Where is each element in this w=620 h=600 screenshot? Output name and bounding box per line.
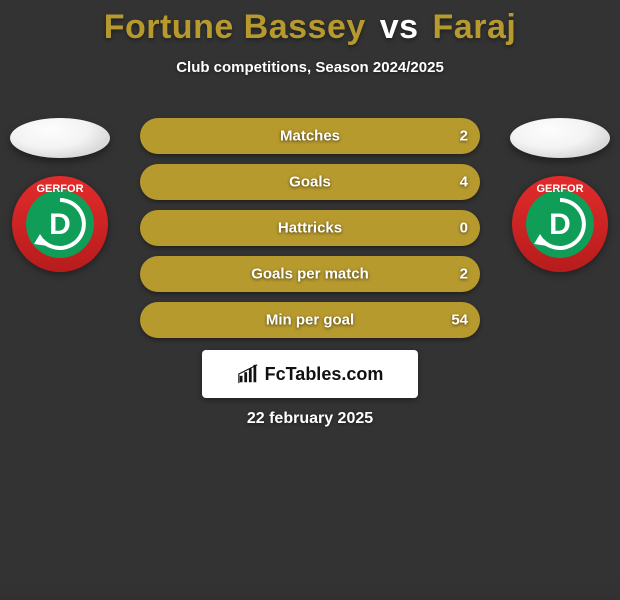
player1-avatar: GERFOR D — [5, 118, 115, 274]
stat-value-right: 2 — [460, 266, 468, 283]
svg-text:D: D — [549, 208, 571, 241]
club-badge-icon: GERFOR D — [10, 174, 110, 274]
player1-name: Fortune Bassey — [104, 8, 366, 46]
svg-text:D: D — [49, 208, 71, 241]
club-badge-icon: GERFOR D — [510, 174, 610, 274]
page-title: Fortune Bassey vs Faraj — [0, 0, 620, 47]
svg-text:GERFOR: GERFOR — [36, 183, 83, 195]
stat-label: Goals per match — [251, 266, 369, 283]
stat-label: Matches — [280, 128, 340, 145]
brand-text: FcTables.com — [265, 364, 384, 385]
subtitle: Club competitions, Season 2024/2025 — [0, 59, 620, 76]
stat-label: Goals — [289, 174, 331, 191]
player1-silhouette — [10, 118, 110, 158]
stat-value-right: 2 — [460, 128, 468, 145]
stat-value-right: 54 — [451, 312, 468, 329]
stat-bar: Hattricks 0 — [140, 210, 480, 246]
player2-silhouette — [510, 118, 610, 158]
stat-value-right: 0 — [460, 220, 468, 237]
comparison-card: Fortune Bassey vs Faraj Club competition… — [0, 0, 620, 580]
player2-avatar: GERFOR D — [505, 118, 615, 274]
player2-club-badge: GERFOR D — [510, 174, 610, 274]
stat-label: Hattricks — [278, 220, 342, 237]
player1-club-badge: GERFOR D — [10, 174, 110, 274]
stats-bars: Matches 2 Goals 4 Hattricks 0 Goals per match 2… — [140, 118, 480, 348]
player2-name: Faraj — [433, 8, 517, 46]
stat-bar: Goals per match 2 — [140, 256, 480, 292]
bar-chart-icon — [237, 363, 259, 385]
stat-bar: Goals 4 — [140, 164, 480, 200]
vs-text: vs — [380, 8, 419, 46]
stat-value-right: 4 — [460, 174, 468, 191]
date-label: 22 february 2025 — [247, 410, 373, 428]
brand-footer[interactable]: FcTables.com — [202, 350, 418, 398]
stat-bar: Min per goal 54 — [140, 302, 480, 338]
stat-label: Min per goal — [266, 312, 354, 329]
stat-bar: Matches 2 — [140, 118, 480, 154]
svg-text:GERFOR: GERFOR — [536, 183, 583, 195]
